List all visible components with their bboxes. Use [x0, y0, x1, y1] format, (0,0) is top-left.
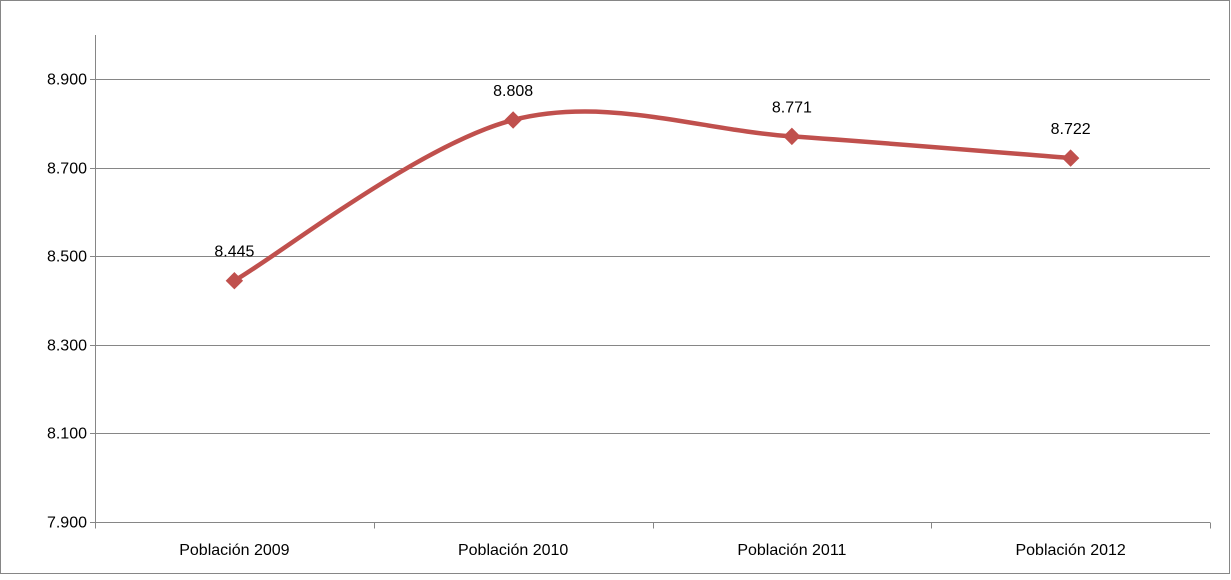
series-line [232, 109, 1073, 283]
x-tick-label: Población 2010 [458, 542, 568, 559]
data-point-marker [1061, 149, 1080, 167]
data-label: 8.808 [493, 83, 533, 100]
series-layer [225, 109, 1080, 290]
data-point-marker [783, 127, 801, 146]
y-tick-label: 8.500 [47, 249, 87, 266]
x-tick-label: Población 2011 [737, 542, 846, 559]
data-point-marker [504, 111, 522, 129]
y-tick-label: 8.100 [47, 426, 87, 443]
y-tick-label: 8.700 [47, 161, 87, 178]
gridlines [95, 79, 1210, 434]
data-labels: 8.445 8.808 8.771 8.722 [214, 83, 1090, 261]
y-tick-label: 8.300 [47, 338, 87, 355]
data-label: 8.771 [772, 99, 812, 116]
data-label: 8.445 [214, 244, 254, 261]
x-tick-label: Población 2009 [179, 542, 289, 559]
data-point-marker [225, 272, 244, 290]
y-tick-label: 7.900 [47, 515, 87, 532]
axes [90, 35, 1211, 529]
y-tick-label: 8.900 [47, 72, 87, 89]
y-axis-tick-labels: 7.900 8.100 8.300 8.500 8.700 8.900 [47, 72, 87, 532]
x-tick-label: Población 2012 [1015, 542, 1125, 559]
data-label: 8.722 [1051, 121, 1091, 138]
x-axis-tick-labels: Población 2009 Población 2010 Población 20… [179, 542, 1126, 559]
